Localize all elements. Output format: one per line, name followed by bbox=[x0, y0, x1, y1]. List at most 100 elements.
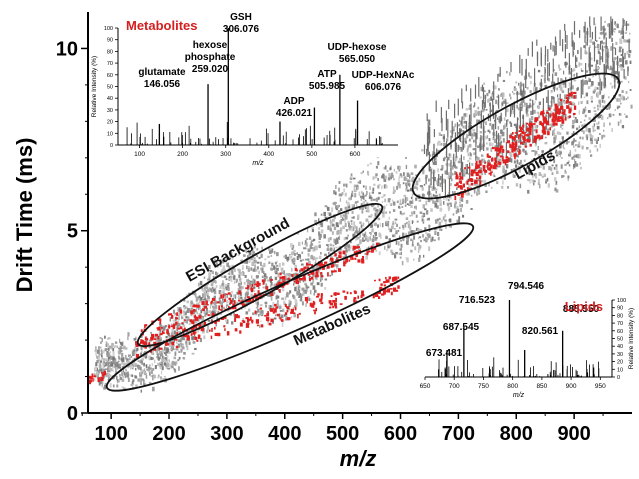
scatter-point bbox=[375, 236, 378, 240]
scatter-point bbox=[255, 269, 258, 272]
highlight-point bbox=[338, 255, 342, 259]
scatter-point bbox=[551, 96, 554, 100]
scatter-point bbox=[223, 287, 225, 292]
scatter-point bbox=[177, 359, 180, 362]
highlight-point bbox=[464, 167, 466, 170]
scatter-point bbox=[159, 337, 162, 339]
inset-x-tick-label: 300 bbox=[220, 151, 231, 158]
scatter-point bbox=[422, 221, 425, 224]
scatter-point bbox=[289, 273, 292, 277]
scatter-point bbox=[176, 323, 178, 327]
scatter-point bbox=[423, 238, 426, 242]
highlight-point bbox=[320, 293, 323, 297]
highlight-point bbox=[534, 117, 538, 122]
scatter-point bbox=[102, 364, 104, 370]
scatter-point bbox=[519, 92, 521, 95]
scatter-point bbox=[561, 136, 564, 140]
scatter-point bbox=[228, 278, 231, 281]
scatter-point bbox=[399, 203, 402, 205]
highlight-point bbox=[503, 160, 508, 164]
scatter-point bbox=[470, 153, 472, 157]
scatter-point bbox=[493, 115, 496, 120]
peak-label: 259.020 bbox=[192, 64, 229, 75]
scatter-point bbox=[629, 50, 632, 54]
scatter-point bbox=[100, 349, 103, 353]
scatter-point bbox=[222, 290, 225, 294]
scatter-point bbox=[168, 351, 171, 354]
highlight-point bbox=[456, 174, 458, 178]
highlight-point bbox=[258, 282, 261, 286]
scatter-streak bbox=[559, 93, 561, 100]
scatter-point bbox=[571, 141, 574, 146]
scatter-point bbox=[215, 261, 218, 265]
scatter-point bbox=[296, 252, 298, 255]
scatter-point bbox=[305, 264, 308, 269]
scatter-point bbox=[213, 280, 216, 283]
scatter-point bbox=[141, 369, 145, 373]
scatter-point bbox=[297, 287, 299, 292]
scatter-point bbox=[387, 177, 391, 181]
highlight-point bbox=[466, 187, 469, 190]
highlight-point bbox=[490, 164, 493, 169]
highlight-point bbox=[390, 291, 393, 296]
scatter-point bbox=[461, 204, 463, 208]
scatter-point bbox=[477, 191, 481, 195]
scatter-point bbox=[624, 113, 626, 115]
highlight-point bbox=[526, 134, 530, 137]
scatter-point bbox=[271, 286, 273, 289]
highlight-point bbox=[298, 312, 301, 315]
scatter-point bbox=[578, 101, 580, 105]
scatter-point bbox=[532, 103, 535, 106]
highlight-point bbox=[210, 301, 213, 304]
highlight-point bbox=[319, 264, 322, 268]
scatter-point bbox=[537, 147, 540, 150]
scatter-point bbox=[265, 304, 267, 308]
scatter-point bbox=[560, 164, 563, 169]
scatter-point bbox=[572, 119, 575, 125]
peak-label: 716.523 bbox=[459, 295, 496, 306]
scatter-point bbox=[574, 148, 577, 152]
scatter-point bbox=[428, 246, 431, 251]
scatter-point bbox=[496, 117, 499, 120]
scatter-point bbox=[417, 237, 420, 240]
scatter-point bbox=[188, 292, 191, 295]
highlight-point bbox=[251, 319, 254, 323]
scatter-point bbox=[136, 347, 139, 351]
scatter-point bbox=[123, 371, 126, 376]
scatter-point bbox=[336, 205, 340, 209]
scatter-point bbox=[261, 264, 264, 269]
scatter-point bbox=[458, 119, 461, 122]
scatter-point bbox=[596, 104, 599, 107]
scatter-point bbox=[192, 311, 195, 314]
scatter-point bbox=[98, 381, 101, 386]
scatter-streak bbox=[554, 106, 556, 117]
scatter-streak bbox=[610, 30, 612, 39]
scatter-point bbox=[241, 307, 243, 310]
highlight-point bbox=[100, 376, 104, 381]
scatter-point bbox=[449, 130, 452, 133]
highlight-point bbox=[559, 116, 563, 119]
highlight-point bbox=[257, 290, 260, 295]
scatter-point bbox=[199, 337, 202, 343]
scatter-point bbox=[171, 360, 175, 366]
scatter-point bbox=[95, 346, 97, 349]
scatter-point bbox=[314, 212, 317, 217]
scatter-point bbox=[463, 120, 467, 124]
scatter-point bbox=[344, 212, 348, 215]
scatter-point bbox=[172, 319, 175, 322]
scatter-point bbox=[117, 360, 120, 363]
scatter-streak bbox=[425, 177, 427, 185]
scatter-point bbox=[243, 261, 247, 264]
scatter-point bbox=[190, 314, 193, 317]
inset-y-tick-label: 30 bbox=[107, 108, 113, 114]
scatter-streak bbox=[573, 42, 575, 50]
scatter-point bbox=[458, 216, 461, 219]
scatter-point bbox=[496, 96, 499, 98]
scatter-point bbox=[173, 356, 177, 360]
scatter-point bbox=[553, 159, 556, 164]
scatter-point bbox=[378, 208, 381, 213]
scatter-point bbox=[498, 88, 500, 91]
scatter-point bbox=[154, 365, 157, 370]
scatter-point bbox=[108, 374, 112, 377]
scatter-point bbox=[427, 197, 431, 203]
